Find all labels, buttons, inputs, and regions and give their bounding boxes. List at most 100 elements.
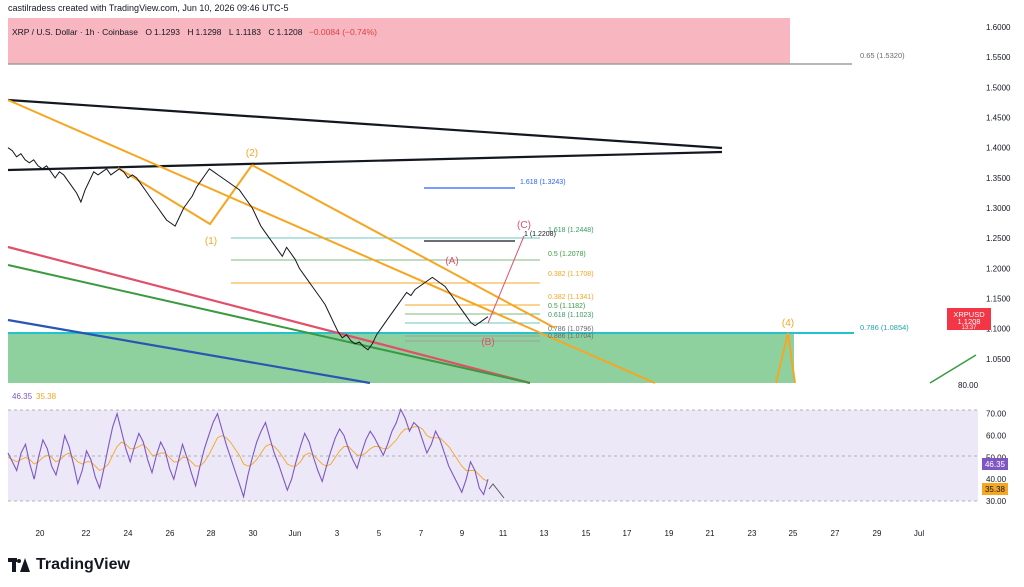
wave-label: (A) [445,256,458,267]
time-axis-tick: 15 [582,529,591,538]
time-axis-tick: 3 [335,529,340,538]
time-axis-tick: 23 [748,529,757,538]
fib-level-label: 0.618 (1.1023) [548,312,594,319]
fib-level-label: 0.382 (1.1708) [548,271,594,278]
time-axis-tick: 28 [207,529,216,538]
time-axis-tick: 20 [36,529,45,538]
red-resistance-zone[interactable] [8,18,790,64]
time-axis-tick: 26 [166,529,175,538]
rsi-axis-tick: 50.00 [986,453,1007,462]
fib-level-label-far: 0.786 (1.0854) [860,323,909,332]
time-axis-tick: 29 [873,529,882,538]
price-axis-tick: 1.3000 [986,204,1011,213]
rsi-axis-tick: 70.00 [986,410,1007,419]
time-axis-tick: 7 [419,529,424,538]
chart-creator-text: castilradess created with TradingView.co… [8,3,289,13]
ohlc-high: 1.1298 [195,27,222,37]
wave-label: (1) [205,236,217,247]
wave-4-projection[interactable] [775,332,796,384]
rsi-arrow [488,483,505,499]
tradingview-logo-icon [8,558,30,572]
ohlc-low-label: L [228,27,234,37]
time-axis-tick: 22 [82,529,91,538]
badge-countdown: 13:37 [961,325,977,331]
orange-channel-line[interactable] [7,99,656,384]
fib-level-label: 1.618 (1.2448) [548,227,594,234]
black-trendline-lower[interactable] [7,150,723,172]
price-axis-tick: 1.0500 [986,355,1011,364]
time-axis-tick: 13 [540,529,549,538]
projection-up-line[interactable] [929,354,977,384]
time-axis-tick: Jun [289,529,302,538]
rsi-axis-tick: 60.00 [986,432,1007,441]
orange-wave-path[interactable] [117,164,253,226]
rsi-value-badge [982,458,1008,470]
rsi-ma-badge [982,483,1008,495]
orange-descending-line[interactable] [251,164,556,329]
symbol-name: XRP / U.S. Dollar · 1h · Coinbase [12,27,138,37]
fib-level-label: 0.786 (1.0796) [548,326,594,333]
rsi-axis-tick: 40.00 [986,475,1007,484]
badge-symbol: XRPUSD [953,310,985,319]
rsi-ma-line[interactable] [7,426,489,482]
red-trendline[interactable] [7,245,531,385]
blue-trendline[interactable] [7,318,371,385]
time-axis-tick: 19 [665,529,674,538]
time-axis-tick: 17 [623,529,632,538]
fib-level-label: 0.382 (1.1341) [548,294,594,301]
time-axis-tick: 5 [377,529,382,538]
time-axis-tick: Jul [914,529,924,538]
time-axis-tick: 21 [706,529,715,538]
rsi-ma-badge-text: 35.38 [985,485,1006,494]
ohlc-change: −0.0084 (−0.74%) [308,27,377,37]
pane-bottom-axis-label: 80.00 [958,381,979,390]
price-axis-tick: 1.2500 [986,234,1011,243]
wave-label: (C) [517,220,531,231]
fib-level-label: 0.886 (1.0704) [548,333,594,340]
rsi-legend-value: 46.35 [12,392,33,401]
tradingview-brand[interactable]: TradingView [8,556,130,574]
green-trendline[interactable] [7,264,531,384]
rsi-legend-ma: 35.38 [36,392,57,401]
rsi-value-badge-text: 46.35 [985,460,1006,469]
wave-label: (B) [481,337,494,348]
price-axis-tick: 1.4500 [986,114,1011,123]
rsi-line[interactable] [7,407,489,499]
price-axis-tick: 1.1500 [986,295,1011,304]
price-axis-tick: 1.3500 [986,174,1011,183]
fib-level-label: 1 (1.2208) [524,231,556,238]
time-axis-tick: 25 [789,529,798,538]
ohlc-open-label: O [145,27,152,37]
symbol-legend[interactable]: XRP / U.S. Dollar · 1h · Coinbase O 1.129… [12,27,377,37]
time-axis-tick: 27 [831,529,840,538]
price-badge: XRPUSD 1.1208 13:37 [947,308,991,331]
fib-level-label: 0.5 (1.2078) [548,251,586,258]
price-axis-tick: 1.2000 [986,264,1011,273]
time-axis-tick: 24 [124,529,133,538]
wave-label: (4) [782,318,794,329]
fib-level-label: 0.5 (1.1182) [548,303,585,310]
badge-price: 1.1208 [958,317,981,326]
time-axis-tick: 30 [249,529,258,538]
ohlc-low: 1.1183 [235,27,261,37]
ohlc-close-label: C [268,27,275,37]
price-axis-tick: 1.6000 [986,23,1011,32]
rsi-band-bg [8,410,978,501]
black-trendline-upper[interactable] [7,98,723,150]
price-axis-tick: 1.4000 [986,144,1011,153]
time-axis-tick: 9 [460,529,465,538]
rsi-axis-tick: 30.00 [986,497,1007,506]
ohlc-high-label: H [187,27,194,37]
ohlc-open: 1.1293 [153,27,180,37]
wave-c-projection-line[interactable] [487,235,525,324]
fib-level-label-far: 0.65 (1.5320) [860,51,905,60]
wave-label: (2) [246,148,258,159]
price-axis-tick: 1.1000 [986,325,1011,334]
fib-lines[interactable] [231,187,540,342]
fib-level-label: 1.618 (1.3243) [520,179,566,186]
price-axis-tick: 1.5500 [986,53,1011,62]
time-axis-tick: 11 [499,529,508,538]
green-support-zone[interactable] [8,333,794,383]
price-series-line[interactable] [7,147,489,351]
